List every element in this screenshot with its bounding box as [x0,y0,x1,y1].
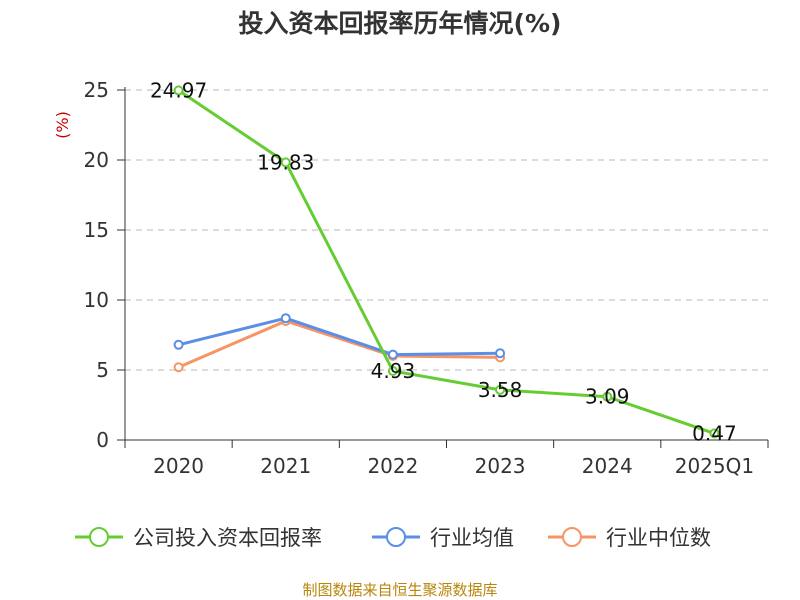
data-labels: 24.97 19.83 4.93 3.58 3.09 0.47 [150,78,737,445]
legend: 公司投入资本回报率 行业均值 行业中位数 [75,526,711,550]
data-point [602,391,613,402]
source-note: 制图数据来自恒生聚源数据库 [302,581,497,599]
data-point [280,157,291,168]
data-point [709,428,720,439]
grid [125,89,768,371]
legend-marker [89,527,109,547]
data-point [173,362,184,373]
data-point [173,339,184,350]
data-label: 3.09 [585,385,630,409]
series-line [178,316,501,357]
data-label: 4.93 [371,359,416,383]
series-line [177,319,501,369]
y-tick-label: 0 [96,428,109,452]
data-point [387,365,398,376]
y-tick-label: 25 [84,78,109,102]
legend-marker [562,527,582,547]
data-label: 24.97 [150,78,207,102]
x-tick-label: 2025Q1 [675,454,754,478]
legend-label: 公司投入资本回报率 [133,526,322,550]
y-tick-label: 10 [84,288,109,312]
data-label: 19.83 [257,150,314,174]
data-point [280,313,291,324]
series-line [177,89,715,435]
data-point [387,349,398,360]
axes: 0 5 10 15 20 25 2020 2021 2022 2023 2024 2025Q1 [84,78,769,478]
data-point [173,85,184,96]
series-layer [173,85,720,439]
y-tick-label: 5 [96,358,109,382]
legend-label: 行业中位数 [606,526,711,550]
x-tick-label: 2022 [367,454,418,478]
legend-marker [386,527,406,547]
y-axis-label: (%) [53,111,72,139]
x-tick-label: 2023 [475,454,526,478]
x-tick-label: 2020 [153,454,204,478]
x-tick-label: 2021 [260,454,311,478]
y-tick-label: 15 [84,218,109,242]
legend-label: 行业均值 [430,526,514,550]
data-label: 0.47 [692,421,737,445]
chart-title: 投入资本回报率历年情况(%) [239,9,562,38]
data-point [495,348,506,359]
data-point [495,384,506,395]
data-label: 3.58 [478,378,523,402]
x-tick-label: 2024 [582,454,633,478]
y-tick-label: 20 [84,148,109,172]
